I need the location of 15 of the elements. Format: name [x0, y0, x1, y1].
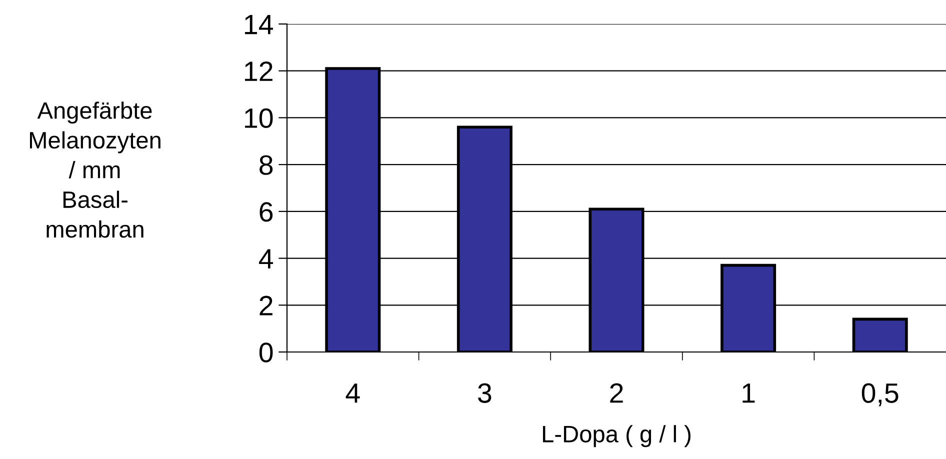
x-tick-label: 2 [610, 383, 623, 403]
y-axis-title: Angefärbte Melanozyten / mm Basal- membran [30, 102, 160, 238]
y-tick-label: 10 [245, 108, 273, 128]
y-tick-label: 0 [259, 342, 273, 362]
y-tick-label: 2 [260, 296, 272, 316]
x-tick-label: 3 [478, 383, 492, 403]
y-tick-label: 12 [245, 62, 272, 81]
y-tick-label: 4 [258, 249, 273, 268]
y-tick-label: 8 [260, 155, 273, 175]
x-axis-title: L-Dopa ( g / l ) [542, 425, 690, 448]
x-tick-label: 4 [346, 384, 360, 403]
y-tick-label: 6 [260, 202, 273, 222]
x-tick-label: 0,5 [862, 383, 898, 406]
y-tick-label: 14 [245, 14, 273, 34]
x-tick-label: 1 [742, 384, 755, 403]
